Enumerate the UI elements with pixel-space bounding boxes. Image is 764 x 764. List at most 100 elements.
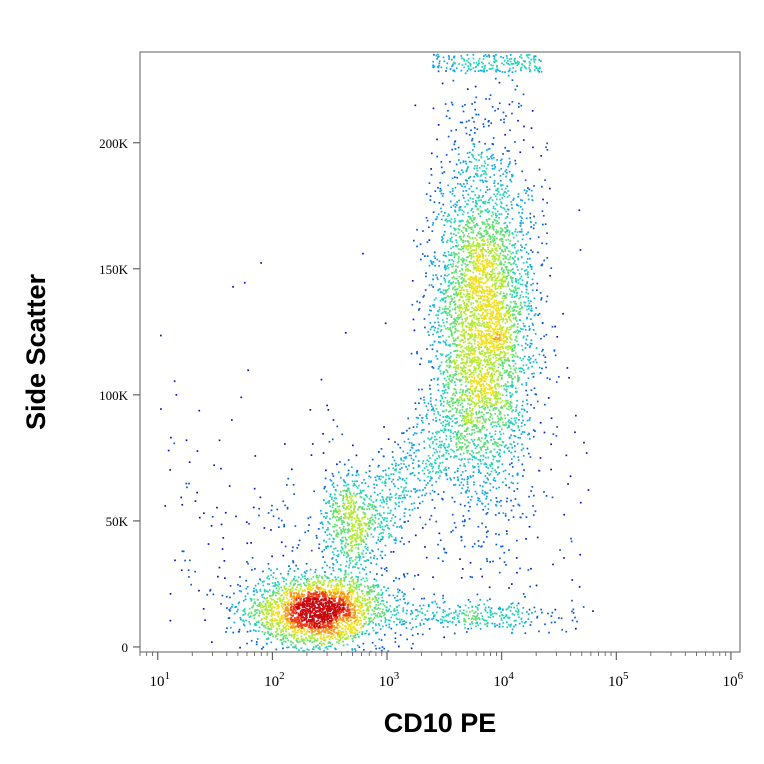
event-point [456,399,458,402]
event-point [520,618,523,621]
event-point [484,491,486,493]
event-point [301,640,304,642]
event-point [481,196,484,198]
event-point [329,495,331,498]
event-point [511,325,513,328]
event-point [461,259,464,262]
event-point [361,482,363,484]
event-point [348,529,351,531]
event-point [247,369,249,372]
event-point [512,63,515,65]
event-point [447,443,450,446]
event-point [436,438,438,441]
event-point [489,238,492,241]
event-point [527,187,529,189]
event-point [501,428,503,431]
event-point [434,404,437,407]
event-point [500,184,502,187]
event-point [374,600,376,603]
event-point [221,594,224,597]
event-point [394,614,396,617]
event-point [504,515,507,517]
event-point [448,401,451,403]
event-point [394,522,396,524]
event-point [441,461,444,464]
event-point [534,393,537,395]
event-point [462,239,464,242]
event-point [400,494,402,497]
event-point [325,575,327,578]
event-point [544,403,546,406]
event-point [362,592,364,595]
event-point [264,603,267,605]
event-point [439,404,442,406]
event-point [264,590,266,593]
event-point [373,557,375,559]
event-point [488,227,491,230]
event-point [427,469,429,471]
event-point [433,255,436,258]
event-point [463,423,466,426]
event-point [421,619,423,621]
event-point [532,282,534,285]
event-point [464,185,466,188]
event-point [513,291,515,294]
event-point [513,262,515,264]
event-point [519,370,521,373]
event-point [427,409,429,412]
event-point [488,147,491,150]
event-point [397,443,399,446]
event-point [496,220,499,222]
event-point [447,285,450,287]
event-point [342,479,345,481]
event-point [499,238,501,241]
event-point [345,538,347,541]
event-point [402,610,405,613]
event-point [374,476,377,479]
event-point [462,279,464,282]
event-point [519,222,522,224]
event-point [287,646,290,649]
event-point [487,606,490,609]
event-point [451,58,453,61]
event-point [511,285,514,287]
event-point [493,164,496,166]
event-point [497,438,500,440]
event-point [572,612,575,614]
event-point [468,236,471,238]
event-point [306,648,309,651]
event-point [322,526,324,529]
event-point [489,613,492,616]
event-point [512,482,514,485]
event-point [502,424,504,426]
event-point [575,627,577,630]
event-point [526,403,529,405]
event-point [520,199,522,201]
event-point [446,62,449,65]
event-point [461,185,463,188]
event-point [327,527,329,529]
event-point [335,533,338,536]
event-point [475,420,478,422]
event-point [515,417,518,419]
event-point [442,192,445,195]
event-point [342,520,345,522]
event-point [382,476,384,478]
event-point [394,597,396,599]
event-point [474,66,477,68]
event-point [526,55,529,57]
event-point [362,549,365,552]
event-point [402,450,405,453]
event-point [438,444,441,447]
event-point [438,464,441,467]
event-point [376,526,379,529]
event-point [465,223,468,226]
event-point [457,448,460,451]
event-point [445,339,448,342]
event-point [546,149,549,151]
event-point [392,467,395,469]
event-point [513,417,516,420]
event-point [452,414,455,417]
event-point [428,239,431,241]
event-point [367,546,369,549]
